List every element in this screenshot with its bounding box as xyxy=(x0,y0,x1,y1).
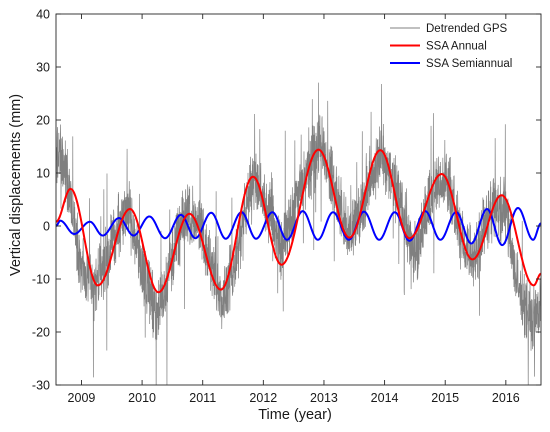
y-tick-label: 0 xyxy=(43,220,50,234)
y-tick-label: -30 xyxy=(32,379,50,393)
x-tick-label: 2013 xyxy=(310,391,338,405)
y-tick-label: 10 xyxy=(36,167,50,181)
legend-entry: SSA Semiannual xyxy=(426,58,512,70)
y-tick-label: 20 xyxy=(36,114,50,128)
x-tick-label: 2011 xyxy=(189,391,216,405)
y-tick-label: -10 xyxy=(32,273,50,287)
x-tick-label: 2012 xyxy=(249,391,277,405)
x-tick-label: 2009 xyxy=(68,391,96,405)
legend-entry: Detrended GPS xyxy=(426,23,508,35)
x-axis-label: Time (year) xyxy=(258,407,332,423)
y-tick-label: 30 xyxy=(36,61,50,75)
plot-frame xyxy=(55,13,542,386)
legend-entry: SSA Annual xyxy=(426,41,487,53)
x-tick-label: 2016 xyxy=(492,391,520,405)
legend: Detrended GPS SSA Annual SSA Semiannual xyxy=(390,23,512,70)
y-tick-label: 40 xyxy=(36,8,50,22)
y-axis-label: Vertical displacements (mm) xyxy=(8,94,24,276)
x-tick-label: 2010 xyxy=(128,391,156,405)
series-detrended-gps xyxy=(56,82,541,385)
x-tick-label: 2014 xyxy=(371,391,399,405)
y-tick-label: -20 xyxy=(32,326,50,340)
x-tick-label: 2015 xyxy=(431,391,459,405)
plot-area xyxy=(56,82,541,385)
series-ssa-annual xyxy=(56,148,541,294)
